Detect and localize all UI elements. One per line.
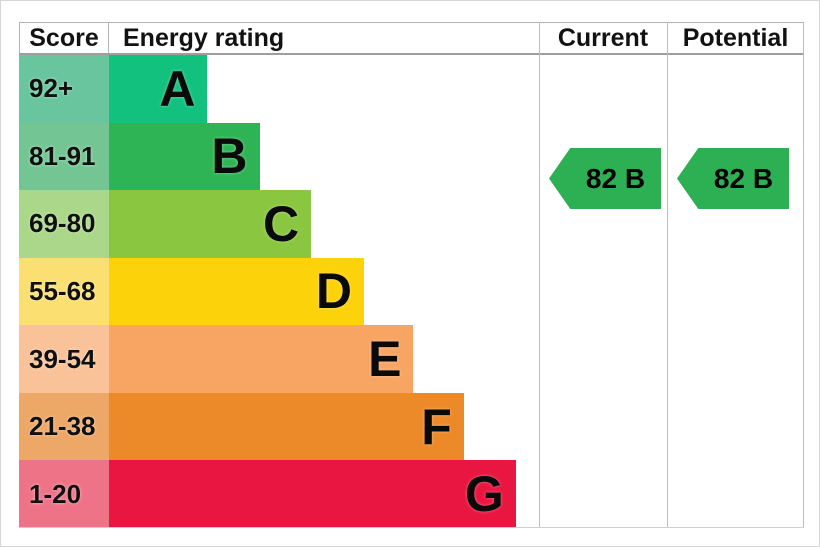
rating-letter-b: B — [211, 128, 248, 185]
score-range-c: 69-80 — [19, 190, 109, 258]
header-score: Score — [19, 23, 109, 53]
rating-letter-f: F — [421, 398, 452, 455]
score-range-a: 92+ — [19, 55, 109, 123]
column-divider-current — [539, 22, 540, 528]
rating-letter-c: C — [262, 195, 300, 252]
current-rating-label: 82 B — [585, 162, 646, 194]
potential-rating-label: 82 B — [713, 162, 774, 194]
header-current: Current — [557, 23, 649, 52]
potential-rating-arrow: 82 B — [677, 148, 789, 209]
score-range-d: 55-68 — [19, 257, 109, 326]
rating-row-b: 81-91 B — [19, 122, 539, 191]
table-header: Score Energy rating Current Potential — [19, 22, 804, 53]
rating-row-e: 39-54 E — [19, 325, 539, 393]
header-energy-rating: Energy rating — [123, 23, 285, 52]
rating-letter-e: E — [368, 331, 402, 388]
rating-letter-g: G — [464, 466, 504, 523]
rating-bar-a: A — [109, 55, 208, 123]
rating-row-c: 69-80 C — [19, 190, 539, 258]
rating-bar-f: F — [109, 392, 464, 461]
rating-row-f: 21-38 F — [19, 392, 539, 461]
rating-row-d: 55-68 D — [19, 257, 539, 326]
rating-row-g: 1-20 G — [19, 460, 539, 528]
column-divider-potential — [667, 22, 668, 528]
rating-rows: 92+ A 81-91 B 69-80 C 55-68 D 39-54 E 21-38 F 1-20 G — [19, 55, 539, 528]
epc-table: Score Energy rating Current Potential 92… — [19, 22, 804, 528]
score-range-f: 21-38 — [19, 392, 109, 461]
score-range-b: 81-91 — [19, 122, 109, 191]
rating-letter-d: D — [315, 263, 352, 320]
header-underline — [19, 53, 804, 55]
current-rating-arrow: 82 B — [549, 148, 661, 209]
table-bottom-border — [19, 527, 804, 528]
score-range-g: 1-20 — [19, 460, 109, 528]
rating-bar-d: D — [109, 257, 364, 326]
score-range-e: 39-54 — [19, 325, 109, 393]
rating-bar-g: G — [109, 460, 516, 528]
rating-bar-e: E — [109, 325, 414, 393]
table-right-border — [803, 22, 804, 528]
rating-letter-a: A — [159, 60, 196, 117]
rating-row-a: 92+ A — [19, 55, 539, 123]
rating-bar-b: B — [109, 122, 260, 191]
header-potential: Potential — [682, 23, 789, 52]
rating-bar-c: C — [109, 190, 312, 258]
